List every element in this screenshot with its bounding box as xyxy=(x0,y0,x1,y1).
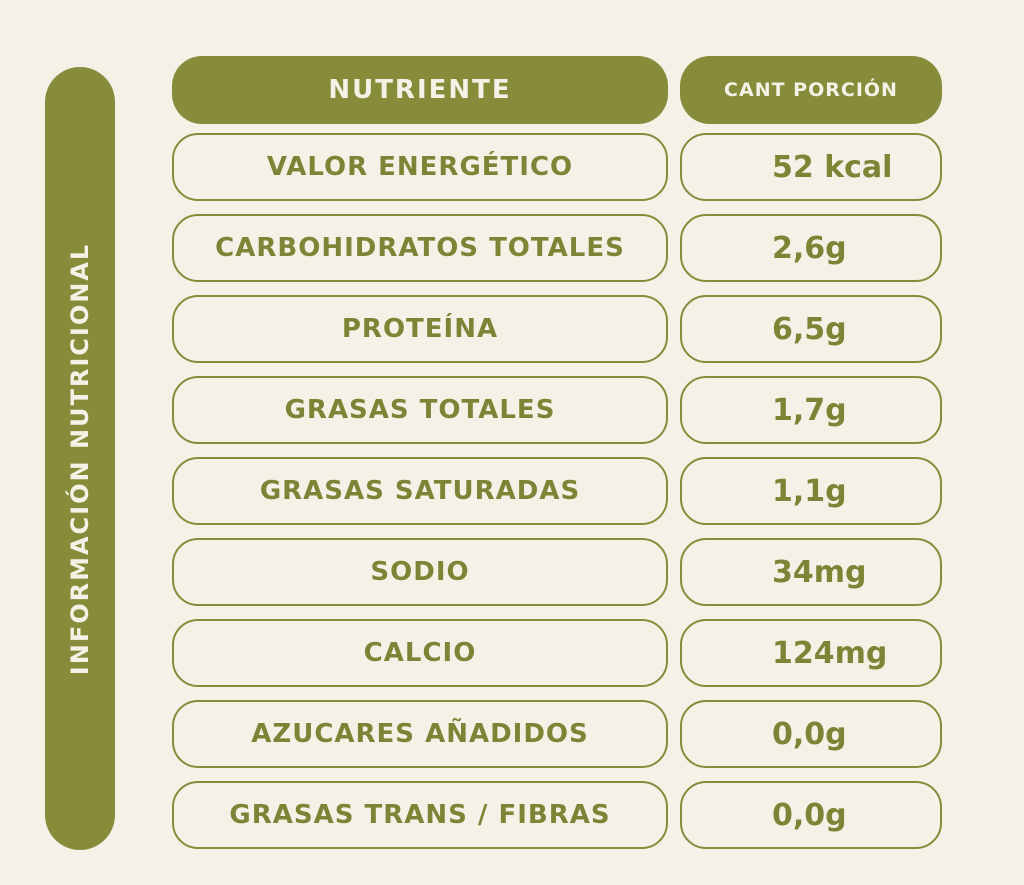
table-row: SODIO 34mg xyxy=(0,538,1024,606)
nutrient-name: GRASAS TOTALES xyxy=(172,376,668,444)
nutrient-amount: 34mg xyxy=(680,538,942,606)
table-row: PROTEÍNA 6,5g xyxy=(0,295,1024,363)
table-row: CARBOHIDRATOS TOTALES 2,6g xyxy=(0,214,1024,282)
table-row: GRASAS TRANS / FIBRAS 0,0g xyxy=(0,781,1024,849)
table-row: VALOR ENERGÉTICO 52 kcal xyxy=(0,133,1024,201)
nutrient-name: VALOR ENERGÉTICO xyxy=(172,133,668,201)
side-title-bar: INFORMACIÓN NUTRICIONAL xyxy=(45,67,115,850)
nutrient-name: GRASAS TRANS / FIBRAS xyxy=(172,781,668,849)
nutrient-name: PROTEÍNA xyxy=(172,295,668,363)
header-nutrient: NUTRIENTE xyxy=(172,56,668,124)
table-row: CALCIO 124mg xyxy=(0,619,1024,687)
nutrient-name: AZUCARES AÑADIDOS xyxy=(172,700,668,768)
nutrient-amount: 0,0g xyxy=(680,700,942,768)
nutrient-name: CARBOHIDRATOS TOTALES xyxy=(172,214,668,282)
nutrient-amount: 0,0g xyxy=(680,781,942,849)
nutrient-name: GRASAS SATURADAS xyxy=(172,457,668,525)
table-row: AZUCARES AÑADIDOS 0,0g xyxy=(0,700,1024,768)
nutrient-name: SODIO xyxy=(172,538,668,606)
nutrient-amount: 2,6g xyxy=(680,214,942,282)
table-row: GRASAS SATURADAS 1,1g xyxy=(0,457,1024,525)
nutrient-amount: 52 kcal xyxy=(680,133,942,201)
nutrient-amount: 124mg xyxy=(680,619,942,687)
table-row: GRASAS TOTALES 1,7g xyxy=(0,376,1024,444)
nutrient-amount: 1,7g xyxy=(680,376,942,444)
nutrient-amount: 1,1g xyxy=(680,457,942,525)
nutrient-name: CALCIO xyxy=(172,619,668,687)
nutrient-amount: 6,5g xyxy=(680,295,942,363)
header-amount: CANT PORCIÓN xyxy=(680,56,942,124)
